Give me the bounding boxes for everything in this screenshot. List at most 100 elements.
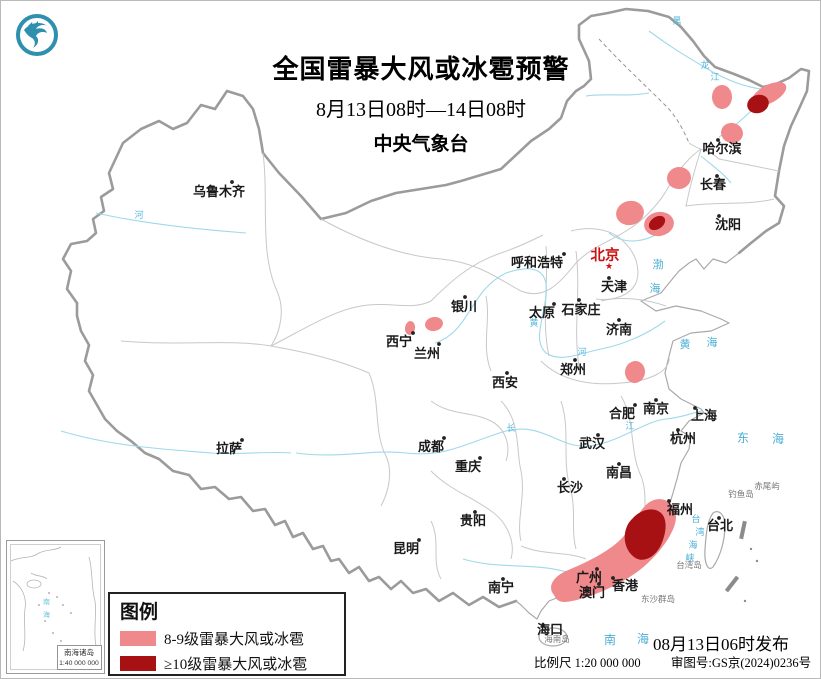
city-dot xyxy=(541,623,545,627)
city-label: 上海 xyxy=(691,408,717,423)
city-dot xyxy=(552,302,556,306)
city-label: 长沙 xyxy=(557,480,583,495)
warning-areas xyxy=(47,82,787,602)
city-dot xyxy=(717,516,721,520)
city-dot xyxy=(501,577,505,581)
scale-bar: 比例尺 1:20 000 000 审图号:GS京(2024)0236号 xyxy=(534,652,811,671)
river-label: 黄 xyxy=(529,317,538,328)
city-label: 合肥 xyxy=(609,406,635,421)
warning-area xyxy=(425,316,443,332)
city-dot xyxy=(473,510,477,514)
capital-label: 北京 xyxy=(591,246,620,264)
inset-sea-label: 海 xyxy=(43,610,50,619)
city-label: 香港 xyxy=(611,578,639,593)
city-dot xyxy=(478,456,482,460)
city-label: 贵阳 xyxy=(460,513,486,528)
city-label: 呼和浩特 xyxy=(511,255,563,270)
city-dot xyxy=(597,582,601,586)
legend-label: ≥10级雷暴大风或冰雹 xyxy=(164,657,308,673)
city-label: 乌鲁木齐 xyxy=(193,184,246,199)
issue-time: 08月13日06时发布 xyxy=(653,635,789,654)
river-label: 河 xyxy=(134,209,143,220)
island-label: 钓鱼岛 xyxy=(728,489,754,499)
inset-title: 南海诸岛 xyxy=(64,647,94,657)
city-dot xyxy=(577,298,581,302)
city-label: 澳门 xyxy=(579,585,605,600)
city-dot xyxy=(693,406,697,410)
city-dot xyxy=(240,438,244,442)
sea-label: 黄 xyxy=(680,337,691,351)
city-label: 沈阳 xyxy=(715,217,741,232)
city-dot xyxy=(716,138,720,142)
city-label: 兰州 xyxy=(414,346,440,361)
sea-label: 台 xyxy=(691,513,700,524)
warning-area xyxy=(616,200,644,226)
island-label: 台湾岛 xyxy=(676,560,702,570)
city-label: 福州 xyxy=(666,502,693,517)
legend-swatch-pink xyxy=(120,631,156,646)
city-dot xyxy=(617,318,621,322)
warning-area xyxy=(648,215,666,231)
city-dot xyxy=(617,462,621,466)
city-label: 石家庄 xyxy=(560,302,600,317)
national-border xyxy=(61,7,811,609)
sea-label: 海 xyxy=(650,281,661,295)
sea-label: 南 xyxy=(604,632,616,647)
city-dot xyxy=(654,398,658,402)
province-border-dashed xyxy=(598,38,690,144)
legend-item: 8-9级雷暴大风或冰雹 xyxy=(120,628,336,649)
inset-sea-label: 南 xyxy=(43,597,50,606)
city-label: 杭州 xyxy=(670,431,696,446)
legend-label: 8-9级雷暴大风或冰雹 xyxy=(164,632,304,648)
city-label: 济南 xyxy=(606,322,632,337)
city-dot xyxy=(633,403,637,407)
city-dot xyxy=(715,174,719,178)
city-label: 南昌 xyxy=(606,465,632,480)
city-dot xyxy=(463,295,467,299)
city-label: 海口 xyxy=(537,622,563,637)
island-label: 海南岛 xyxy=(544,634,570,644)
city-label: 广州 xyxy=(576,570,602,585)
map-approval-number: 审图号:GS京(2024)0236号 xyxy=(670,656,812,670)
legend-swatch-darkred xyxy=(120,656,156,671)
river-label: 黑 xyxy=(672,16,681,26)
city-label: 长春 xyxy=(700,177,727,192)
sea-label: 海 xyxy=(688,539,697,550)
river-label: 河 xyxy=(577,346,586,357)
sea-label: 东 xyxy=(737,431,749,445)
legend-item: ≥10级雷暴大风或冰雹 xyxy=(120,653,336,674)
river-label: 长 xyxy=(506,422,515,433)
city-label: 南京 xyxy=(643,401,669,416)
city-dot xyxy=(562,252,566,256)
sea-label: 峡 xyxy=(685,552,694,563)
sea-label: 渤 xyxy=(653,258,664,271)
inset-scale: 1:40 000 000 xyxy=(59,660,99,667)
city-dot xyxy=(607,276,611,280)
rivers xyxy=(60,30,762,573)
city-label: 南宁 xyxy=(488,580,514,595)
city-label: 哈尔滨 xyxy=(702,141,741,156)
city-dot xyxy=(411,331,415,335)
city-label: 西宁 xyxy=(386,334,412,349)
inset-map: 南 海 南海诸岛 1:40 000 000 xyxy=(6,540,105,674)
city-dot xyxy=(595,567,599,571)
city-dot xyxy=(442,436,446,440)
sea-label: 海 xyxy=(637,631,649,646)
city-label: 武汉 xyxy=(579,436,606,451)
city-dot xyxy=(573,358,577,362)
warning-area xyxy=(624,361,646,383)
city-dot xyxy=(417,538,421,542)
island-label: 东沙群岛 xyxy=(641,594,675,604)
city-label: 西安 xyxy=(492,375,518,390)
city-dot xyxy=(676,428,680,432)
city-label: 台北 xyxy=(707,518,733,533)
city-label: 昆明 xyxy=(393,541,419,556)
city-label: 太原 xyxy=(528,305,555,320)
legend-title: 图例 xyxy=(120,602,159,623)
city-label: 银川 xyxy=(451,299,477,314)
city-dot xyxy=(596,433,600,437)
